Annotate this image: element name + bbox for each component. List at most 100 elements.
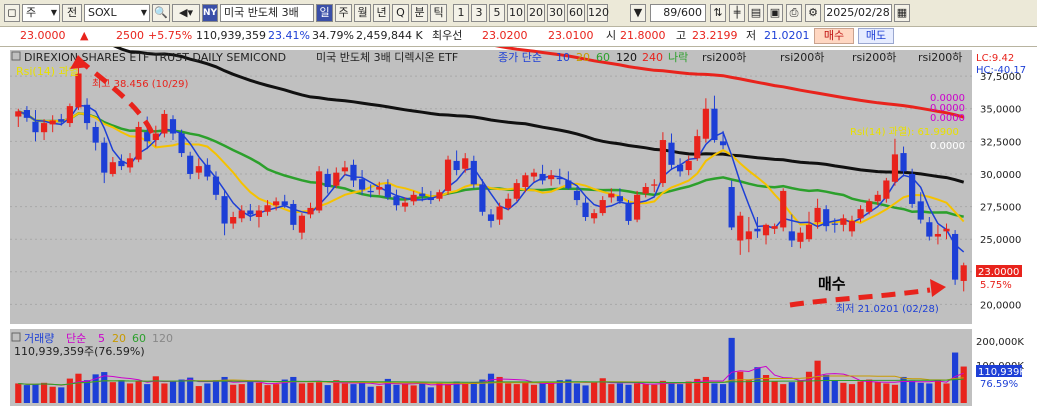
volume-bar: [316, 382, 323, 403]
window-icon[interactable]: ◻: [4, 4, 20, 22]
date-field[interactable]: 2025/02/28: [824, 4, 892, 22]
volume-bar: [702, 376, 709, 403]
candle-icon[interactable]: ╪: [729, 4, 745, 22]
candle-body: [711, 108, 718, 141]
type-select[interactable]: 주 ▼: [22, 4, 60, 22]
sound-icon[interactable]: ◀▾: [172, 4, 200, 22]
legend-ma120: 120: [616, 51, 637, 64]
candle-body: [754, 228, 761, 232]
candle-body: [909, 173, 916, 204]
chevron-down-icon: ▼: [140, 8, 147, 17]
volume-bar: [788, 382, 795, 403]
interval-button[interactable]: 5: [489, 4, 505, 22]
volume-bar: [221, 376, 228, 403]
volume-bar: [66, 378, 73, 403]
volume-bar: [659, 380, 666, 403]
grid-icon[interactable]: ▤: [748, 4, 764, 22]
volume-bar: [23, 385, 30, 403]
candle-body: [204, 164, 211, 177]
search-icon[interactable]: 🔍: [152, 4, 170, 22]
buy-annotation: 매수: [818, 275, 846, 293]
candle-body: [341, 167, 348, 172]
interval-button[interactable]: 120: [587, 4, 609, 22]
period-button[interactable]: 틱: [430, 4, 447, 22]
candle-body: [487, 214, 495, 221]
rsi-value-label: Rsi(14) 과열): 61.9900: [850, 126, 959, 138]
candle-body: [410, 194, 417, 202]
period-button[interactable]: 분: [411, 4, 428, 22]
legend-rsi-1: rsi200하: [702, 50, 746, 64]
market-button[interactable]: 전: [62, 4, 82, 22]
candle-body: [444, 159, 452, 191]
candle-body: [273, 201, 280, 206]
volume-bar: [83, 380, 91, 403]
pct1-text: 23.41%: [268, 29, 310, 42]
legend-name: DIREXION SHARES ETF TRUST DAILY SEMICOND: [24, 51, 286, 64]
legend-ma10: 10: [556, 51, 570, 64]
volume-current-badge: [976, 365, 1022, 377]
legend-ma-label: 종가 단순: [498, 51, 542, 64]
volume-bar: [934, 380, 942, 403]
market-tag: NY: [202, 4, 218, 22]
volume-bar: [565, 379, 572, 403]
interval-button[interactable]: 3: [471, 4, 487, 22]
volume-bar: [75, 373, 82, 403]
candle-body: [539, 173, 546, 181]
calendar-icon[interactable]: ▦: [894, 4, 910, 22]
best-bid-text: 23.0100: [548, 29, 594, 42]
volume-current: 110,939K: [978, 367, 1026, 378]
save-icon[interactable]: ▣: [767, 4, 783, 22]
candle-body: [831, 223, 838, 225]
stock-name: 미국 반도체 3배: [220, 4, 314, 22]
interval-button[interactable]: 1: [453, 4, 469, 22]
interval-button[interactable]: 30: [547, 4, 565, 22]
candle-body: [642, 187, 649, 194]
volume-bar: [505, 383, 512, 403]
candle-body: [358, 179, 366, 190]
volume-bar: [307, 382, 314, 403]
print-icon[interactable]: ⎙: [786, 4, 802, 22]
period-button[interactable]: 주: [335, 4, 352, 22]
interval-button[interactable]: 60: [567, 4, 585, 22]
period-button[interactable]: 년: [373, 4, 390, 22]
candle-body: [702, 108, 709, 139]
volume-bar: [814, 360, 821, 403]
type-label: 주: [26, 6, 37, 19]
buy-button[interactable]: 매수: [814, 28, 854, 44]
sell-button[interactable]: 매도: [858, 28, 894, 44]
volume-bar: [513, 384, 520, 403]
ma120-line: [112, 47, 965, 184]
period-button[interactable]: 일: [316, 4, 333, 22]
volume-bar: [548, 383, 555, 403]
candle-body: [152, 133, 159, 141]
period-button[interactable]: Q: [392, 4, 409, 22]
candle-body: [788, 231, 795, 241]
interval-button[interactable]: 20: [527, 4, 545, 22]
volume-bar: [917, 382, 924, 403]
rsi-zero-2: 0.0000: [930, 103, 965, 114]
candle-body: [135, 126, 142, 160]
volume-bar: [762, 375, 770, 403]
candle-body: [178, 133, 185, 154]
period-button[interactable]: 월: [354, 4, 371, 22]
candle-body: [324, 173, 331, 187]
symbol-input[interactable]: SOXL ▼: [84, 4, 150, 22]
chart-area[interactable]: 37,5000 35,0000 32,5000 30,0000 27,5000 25,00…: [0, 47, 1037, 406]
high-label: 고: [676, 29, 687, 42]
best-ask-text: 23.0200: [482, 29, 528, 42]
low-text: 21.0201: [764, 29, 810, 42]
volume-bar: [462, 382, 469, 403]
interval-button[interactable]: 10: [507, 4, 525, 22]
candle-body: [719, 141, 727, 146]
chart-icon[interactable]: ⇅: [710, 4, 726, 22]
volume-legend-icon: [11, 332, 21, 342]
volume-bar: [92, 374, 99, 403]
volume-bar: [805, 371, 813, 403]
candle-body: [771, 226, 778, 229]
candle-body: [960, 265, 967, 281]
chevron-down-icon[interactable]: ▼: [630, 4, 646, 22]
settings-icon[interactable]: ⚙: [805, 4, 821, 22]
candle-body: [565, 180, 572, 189]
quote-bar: 23.0000 ▲ 2500 +5.75% 110,939,359 23.41%…: [0, 27, 1037, 47]
legend-icon: [11, 51, 21, 61]
